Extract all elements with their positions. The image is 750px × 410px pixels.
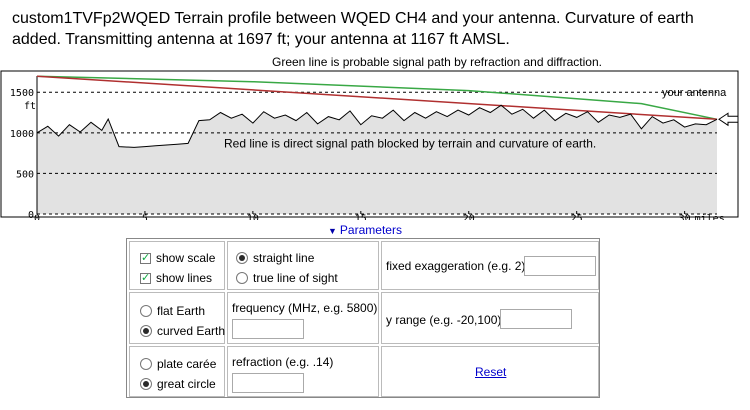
reset-link[interactable]: Reset	[475, 365, 507, 379]
x-unit-label: miles	[695, 213, 725, 220]
x-tick-label: 10	[247, 213, 259, 220]
great-circle-option[interactable]: great circle	[140, 377, 216, 391]
x-tick-label: 0	[34, 213, 40, 220]
x-tick-label: 5	[142, 213, 148, 220]
frequency-label: frequency (MHz, e.g. 5800)	[232, 301, 378, 315]
plate-caree-option[interactable]: plate carée	[140, 357, 216, 371]
refraction-label: refraction (e.g. .14)	[232, 355, 334, 369]
green-signal-path	[36, 75, 718, 121]
terrain-profile-chart: 1500 1000 500 0 ft 0 5 10 15 20 25 30 miles your ante…	[0, 70, 739, 220]
curved-earth-radio[interactable]	[140, 325, 152, 337]
y-tick-label: 1000	[10, 129, 34, 140]
flat-earth-radio[interactable]	[140, 305, 152, 317]
cell-y-range: y range (e.g. -20,100)	[381, 292, 599, 344]
curved-earth-option[interactable]: curved Earth	[140, 324, 225, 338]
red-signal-path	[36, 75, 718, 121]
show-lines-checkbox[interactable]	[140, 271, 151, 284]
red-line-note: Red line is direct signal path blocked b…	[224, 136, 596, 150]
y-tick-label: 0	[28, 210, 34, 220]
cell-refraction: refraction (e.g. .14)	[227, 346, 379, 397]
cell-line-options: straight line true line of sight	[227, 241, 379, 290]
page-title: custom1TVFp2WQED Terrain profile between…	[12, 10, 694, 48]
y-range-label: y range (e.g. -20,100)	[386, 313, 502, 327]
show-scale-option[interactable]: show scale	[140, 251, 215, 265]
straight-line-label: straight line	[253, 251, 315, 265]
fixed-exaggeration-label: fixed exaggeration (e.g. 2)	[386, 259, 526, 273]
flat-earth-label: flat Earth	[157, 304, 206, 318]
cell-earth-options: flat Earth curved Earth	[129, 292, 225, 344]
show-lines-option[interactable]: show lines	[140, 271, 212, 285]
true-line-of-sight-label: true line of sight	[253, 271, 338, 285]
x-tick-label: 30	[679, 213, 691, 220]
y-tick-label: 1500	[10, 88, 34, 99]
plate-caree-label: plate carée	[157, 357, 217, 371]
y-tick-label: 500	[16, 169, 34, 180]
cell-scale-options: show scale show lines	[129, 241, 225, 290]
parameters-toggle[interactable]: ▼ Parameters	[328, 223, 402, 237]
parameters-toggle-label: Parameters	[339, 223, 402, 237]
curved-earth-label: curved Earth	[157, 324, 226, 338]
cell-fixed-exaggeration: fixed exaggeration (e.g. 2)	[381, 241, 599, 290]
x-tick-label: 25	[571, 213, 583, 220]
cell-frequency: frequency (MHz, e.g. 5800)	[227, 292, 379, 344]
great-circle-radio[interactable]	[140, 378, 152, 390]
cell-reset: Reset	[381, 346, 599, 397]
straight-line-option[interactable]: straight line	[236, 251, 314, 265]
refraction-input[interactable]	[232, 373, 304, 393]
true-line-of-sight-radio[interactable]	[236, 272, 248, 284]
fixed-exaggeration-input[interactable]	[524, 256, 596, 276]
x-tick-label: 15	[355, 213, 367, 220]
antenna-arrow-icon	[718, 112, 739, 127]
y-unit-label: ft	[24, 101, 36, 112]
your-antenna-label: your antenna	[662, 87, 727, 99]
cell-projection-options: plate carée great circle	[129, 346, 225, 397]
parameters-table: show scale show lines straight line true…	[126, 238, 600, 398]
true-line-of-sight-option[interactable]: true line of sight	[236, 271, 338, 285]
show-scale-label: show scale	[156, 251, 216, 265]
plate-caree-radio[interactable]	[140, 358, 152, 370]
green-line-note: Green line is probable signal path by re…	[272, 55, 602, 69]
y-range-input[interactable]	[500, 309, 572, 329]
straight-line-radio[interactable]	[236, 252, 248, 264]
frequency-input[interactable]	[232, 319, 304, 339]
show-scale-checkbox[interactable]	[140, 251, 151, 264]
flat-earth-option[interactable]: flat Earth	[140, 304, 205, 318]
terrain-profile-line	[36, 104, 718, 148]
show-lines-label: show lines	[156, 271, 213, 285]
great-circle-label: great circle	[157, 377, 216, 391]
triangle-down-icon: ▼	[328, 226, 337, 236]
x-tick-label: 20	[463, 213, 475, 220]
